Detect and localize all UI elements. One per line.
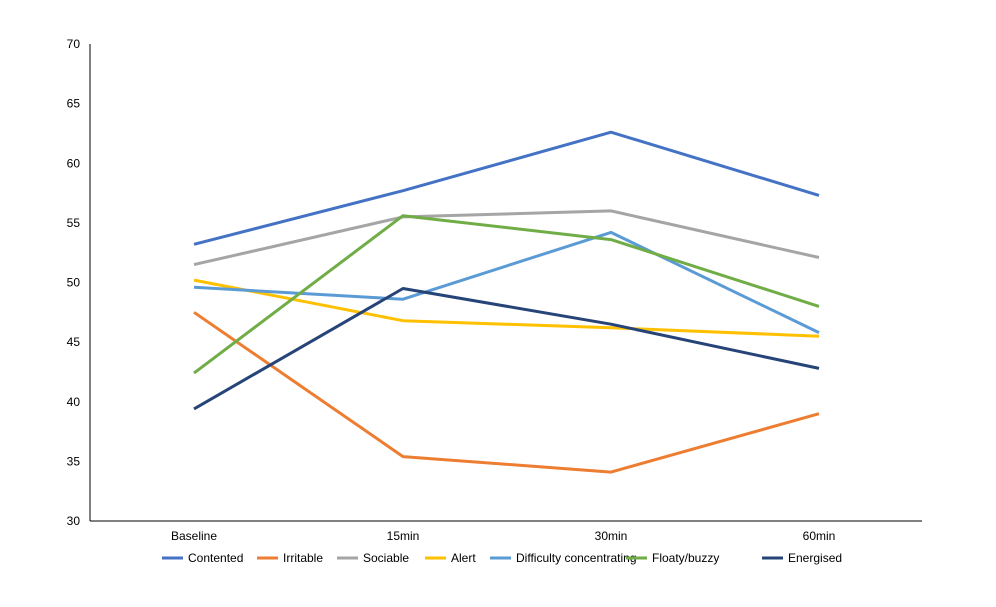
y-tick-label: 70 (67, 37, 81, 51)
legend-label: Alert (451, 551, 476, 565)
legend-label: Difficulty concentrating (516, 551, 637, 565)
legend: Contented Irritable Sociable Alert Difficult… (162, 551, 842, 565)
y-tick-label: 40 (67, 395, 81, 409)
legend-label: Floaty/buzzy (652, 551, 719, 565)
x-tick-label: 15min (387, 529, 420, 543)
legend-label: Sociable (363, 551, 409, 565)
series-line-floaty-buzzy (193, 214, 820, 375)
x-tick-label: 30min (595, 529, 628, 543)
legend-label: Contented (188, 551, 243, 565)
legend-label: Energised (788, 551, 842, 565)
series-lines (193, 130, 820, 474)
y-tick-label: 55 (67, 216, 81, 230)
y-tick-label: 30 (67, 514, 81, 528)
series-line-sociable (193, 209, 820, 267)
series-line-alert (193, 278, 820, 338)
x-tick-label: 60min (803, 529, 836, 543)
x-tick-label: Baseline (171, 529, 217, 543)
series-line-energised (193, 287, 820, 411)
series-line-difficulty-concentrating (193, 230, 820, 334)
y-tick-label: 65 (67, 97, 81, 111)
series-line-irritable (193, 311, 820, 474)
y-tick-label: 60 (67, 156, 81, 170)
y-tick-label: 35 (67, 454, 81, 468)
y-tick-label: 50 (67, 276, 81, 290)
legend-label: Irritable (283, 551, 323, 565)
y-tick-label: 45 (67, 335, 81, 349)
axes: 30 35 40 45 50 55 60 65 70 Baseline 15min 30min 60mi… (67, 37, 922, 543)
series-line-contented (193, 130, 820, 246)
